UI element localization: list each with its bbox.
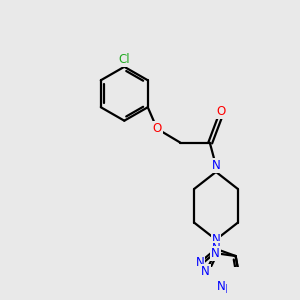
Text: N: N — [201, 265, 210, 278]
Text: O: O — [152, 122, 162, 135]
Text: O: O — [217, 105, 226, 118]
Text: N: N — [211, 247, 219, 260]
Text: N: N — [216, 280, 225, 293]
Text: Cl: Cl — [118, 52, 130, 66]
Text: N: N — [219, 284, 228, 296]
Text: N: N — [196, 256, 204, 269]
Text: N: N — [212, 242, 220, 255]
Text: N: N — [212, 233, 220, 246]
Text: N: N — [212, 159, 220, 172]
